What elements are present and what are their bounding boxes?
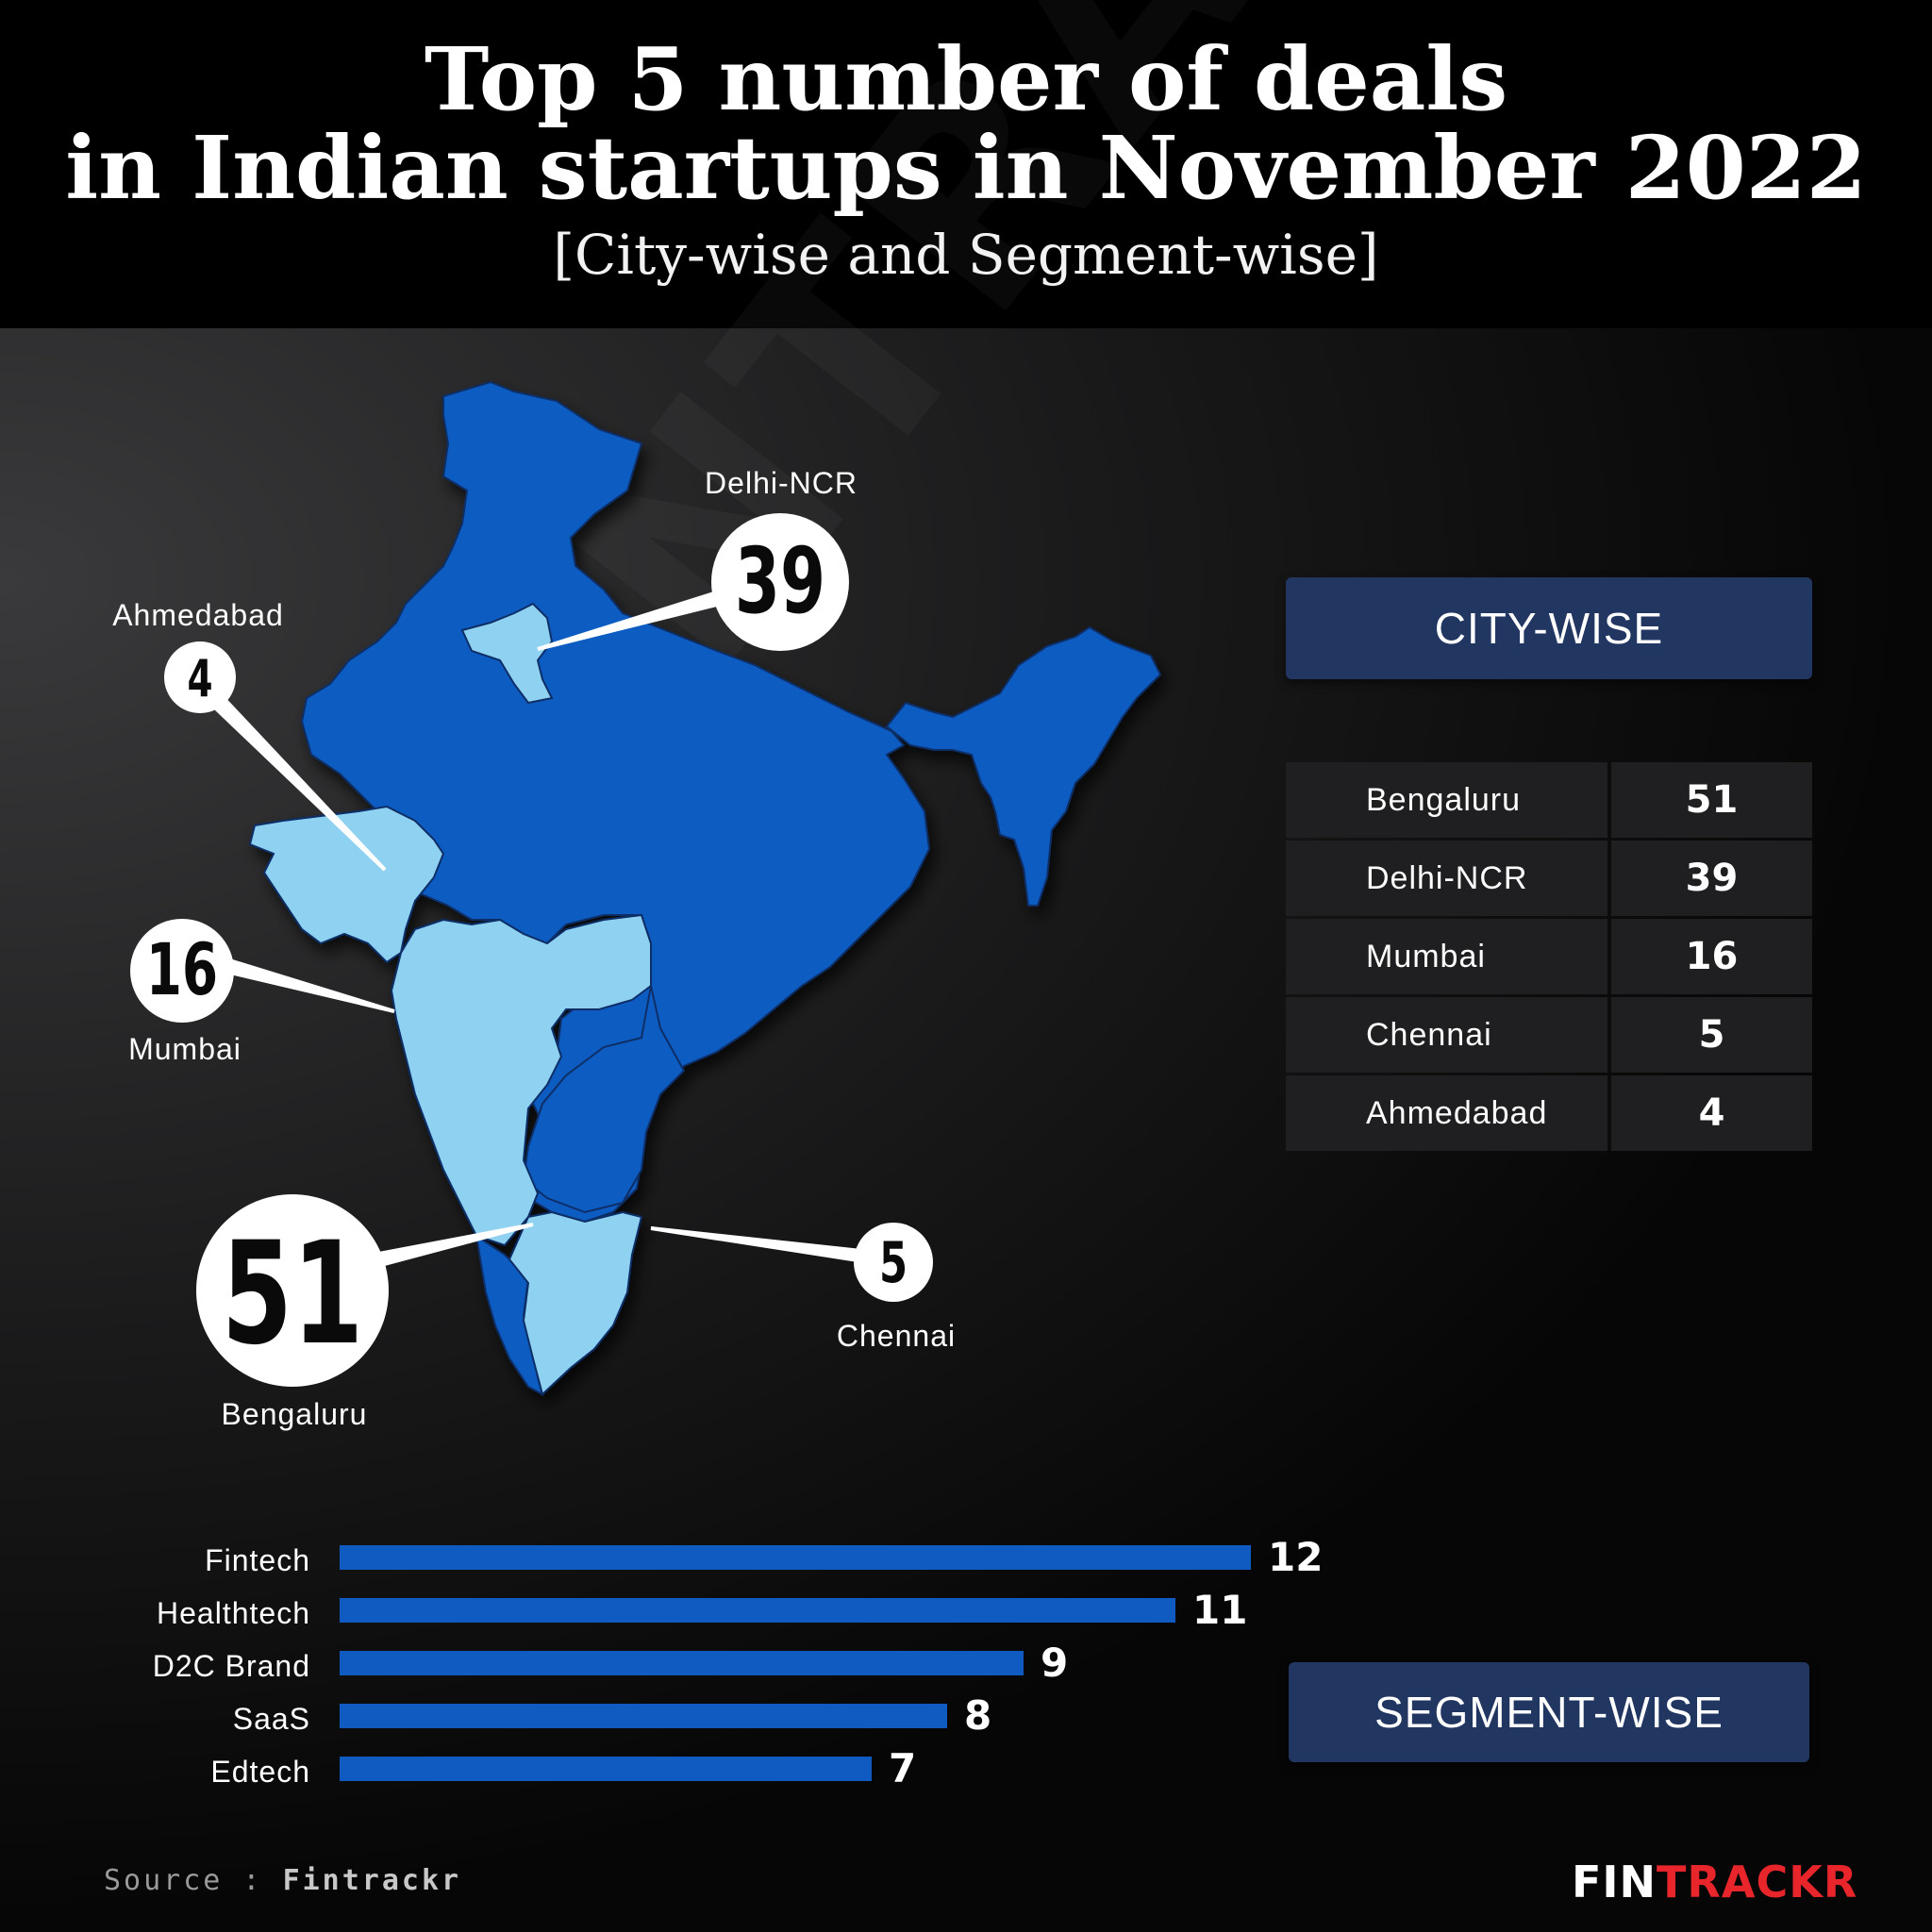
map-region-gujarat: [248, 805, 445, 964]
city-name-cell: Ahmedabad: [1286, 1075, 1611, 1151]
segment-row: SaaS 8: [0, 1692, 1368, 1751]
pin-value-bengaluru: 51: [221, 1212, 364, 1376]
pin-circle-bengaluru: [196, 1194, 389, 1387]
city-value-cell: 4: [1611, 1075, 1812, 1151]
pin-label-delhi-ncr: Delhi-NCR: [705, 466, 858, 500]
segment-wise-heading: SEGMENT-WISE: [1289, 1662, 1809, 1762]
segment-label: D2C Brand: [152, 1649, 310, 1683]
segment-value-label: 7: [889, 1745, 917, 1791]
segment-row: D2C Brand 9: [0, 1640, 1368, 1698]
pin-value-ahmedabad: 4: [187, 649, 213, 708]
city-name-cell: Mumbai: [1286, 919, 1611, 994]
segment-row: Fintech 12: [0, 1534, 1368, 1592]
pointer-mumbai: [224, 958, 395, 1013]
segment-value-label: 8: [964, 1692, 992, 1739]
segment-label: Healthtech: [157, 1596, 310, 1630]
segment-bar: [340, 1704, 947, 1728]
segment-label: Fintech: [205, 1543, 310, 1577]
source-credit: Source : Fintrackr: [104, 1864, 461, 1897]
segment-bar: [340, 1757, 872, 1781]
header-band: [0, 0, 1932, 328]
city-value-cell: 5: [1611, 997, 1812, 1073]
city-name-cell: Delhi-NCR: [1286, 841, 1611, 916]
segment-value-label: 11: [1192, 1587, 1248, 1633]
segment-value-label: 9: [1041, 1640, 1069, 1686]
source-name: Fintrackr: [282, 1864, 462, 1897]
city-name-cell: Bengaluru: [1286, 762, 1611, 838]
pin-circle-ahmedabad: [164, 641, 236, 713]
city-table-row: Bengaluru 51: [1286, 762, 1812, 838]
pin-label-bengaluru: Bengaluru: [221, 1397, 368, 1431]
page-title-line-1: Top 5 number of deals: [424, 28, 1508, 130]
pin-value-mumbai: 16: [145, 927, 219, 1011]
segment-bar: [340, 1651, 1024, 1675]
pin-circle-delhi-ncr: [711, 513, 849, 651]
map-region-north-east: [885, 625, 1162, 907]
city-table-row: Delhi-NCR 39: [1286, 841, 1812, 916]
city-wise-heading: CITY-WISE: [1286, 577, 1812, 679]
source-prefix: Source :: [104, 1864, 283, 1897]
city-value-cell: 39: [1611, 841, 1812, 916]
page-title-line-2: in Indian startups in November 2022: [65, 117, 1867, 219]
city-value-cell: 16: [1611, 919, 1812, 994]
pin-circle-mumbai: [130, 919, 234, 1023]
pin-value-delhi-ncr: 39: [734, 528, 826, 634]
logo-part-2: TRACKR: [1657, 1857, 1858, 1907]
city-value-cell: 51: [1611, 762, 1812, 838]
city-table-row: Mumbai 16: [1286, 919, 1812, 994]
segment-row: Edtech 7: [0, 1745, 1368, 1804]
segment-bar: [340, 1598, 1175, 1623]
page-subtitle: [City-wise and Segment-wise]: [553, 223, 1379, 287]
pin-circle-chennai: [854, 1223, 933, 1302]
pin-label-chennai: Chennai: [836, 1319, 957, 1353]
city-table-row: Ahmedabad 4: [1286, 1075, 1812, 1151]
map-region-maharashtra-karnataka: [390, 913, 652, 1247]
segment-label: Edtech: [210, 1755, 310, 1789]
map-region-delhi-ncr: [460, 602, 554, 705]
segment-bar: [340, 1545, 1251, 1570]
pin-label-mumbai: Mumbai: [128, 1032, 242, 1066]
logo-part-1: FIN: [1572, 1857, 1657, 1907]
fintrackr-logo: FINTRACKR: [1572, 1857, 1857, 1907]
map-region-east-coast: [522, 985, 686, 1214]
segment-label: SaaS: [232, 1702, 310, 1736]
city-name-cell: Chennai: [1286, 997, 1611, 1073]
pin-value-chennai: 5: [878, 1230, 908, 1296]
map-region-tamil-nadu: [508, 1210, 643, 1396]
city-table: Bengaluru 51 Delhi-NCR 39 Mumbai 16 Chennai 5 Ah…: [1286, 762, 1812, 1154]
segment-value-label: 12: [1268, 1534, 1324, 1580]
segment-row: Healthtech 11: [0, 1587, 1368, 1645]
city-table-row: Chennai 5: [1286, 997, 1812, 1073]
pin-label-ahmedabad: Ahmedabad: [112, 598, 284, 632]
